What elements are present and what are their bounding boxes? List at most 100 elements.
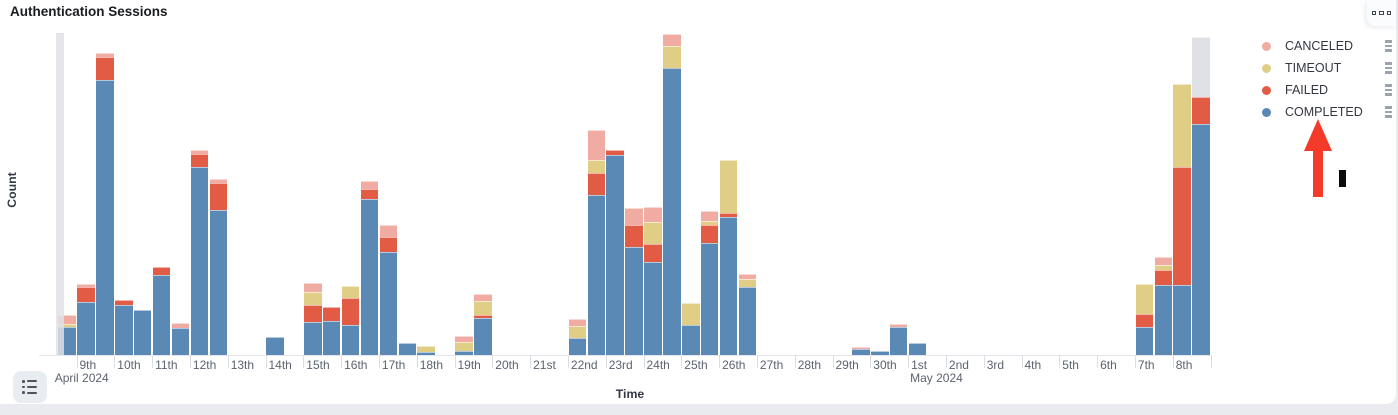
bar-segment-completed[interactable] bbox=[341, 325, 360, 355]
bar-segment-timeout[interactable] bbox=[682, 303, 700, 325]
bar-segment-canceled[interactable] bbox=[889, 324, 908, 327]
bar-segment-canceled[interactable] bbox=[304, 283, 322, 292]
bar-segment-completed[interactable] bbox=[171, 328, 190, 355]
bar-segment-completed[interactable] bbox=[417, 352, 435, 355]
bar-segment-failed[interactable] bbox=[77, 287, 95, 302]
bar-segment-failed[interactable] bbox=[700, 225, 719, 243]
drag-handle-icon[interactable] bbox=[1385, 106, 1393, 118]
bar-segment-canceled[interactable] bbox=[700, 211, 719, 221]
bar-segment-completed[interactable] bbox=[625, 247, 643, 355]
bar-segment-completed[interactable] bbox=[1135, 327, 1154, 355]
bar-segment-timeout[interactable] bbox=[341, 286, 360, 298]
bar-segment-canceled[interactable] bbox=[568, 319, 587, 326]
bar-segment-canceled[interactable] bbox=[379, 225, 398, 237]
bar-segment-canceled[interactable] bbox=[171, 323, 190, 328]
bar-segment-completed[interactable] bbox=[266, 337, 284, 355]
drag-handle-icon[interactable] bbox=[1385, 62, 1393, 74]
legend-item-timeout[interactable]: TIMEOUT bbox=[1255, 57, 1395, 79]
drag-handle-icon[interactable] bbox=[1385, 84, 1393, 96]
bar-segment-failed[interactable] bbox=[1135, 314, 1154, 327]
bar-segment-completed[interactable] bbox=[587, 195, 605, 355]
legend-toggle-button[interactable] bbox=[13, 371, 47, 403]
bar-segment-timeout[interactable] bbox=[58, 324, 76, 327]
bar-segment-timeout[interactable] bbox=[1135, 284, 1154, 314]
bar-segment-canceled[interactable] bbox=[474, 294, 492, 301]
bar-segment-completed[interactable] bbox=[606, 155, 624, 355]
bar-segment-canceled[interactable] bbox=[644, 207, 662, 222]
bar-segment-timeout[interactable] bbox=[417, 346, 435, 352]
bar-segment-failed[interactable] bbox=[322, 307, 341, 321]
bar-segment-completed[interactable] bbox=[474, 318, 492, 355]
bar-segment-failed[interactable] bbox=[1154, 270, 1172, 285]
bar-segment-completed[interactable] bbox=[871, 351, 889, 355]
bar-segment-failed[interactable] bbox=[587, 173, 605, 195]
bar-segment-timeout[interactable] bbox=[304, 292, 322, 305]
bar-segment-completed[interactable] bbox=[663, 68, 681, 355]
bar-segment-failed[interactable] bbox=[341, 298, 360, 325]
bar-segment-failed[interactable] bbox=[96, 57, 114, 80]
bar-segment-canceled[interactable] bbox=[190, 150, 209, 154]
legend-item-canceled[interactable]: CANCELED bbox=[1255, 35, 1395, 57]
bar-segment-canceled[interactable] bbox=[1154, 257, 1172, 265]
bar-segment-canceled[interactable] bbox=[58, 315, 76, 324]
bar-segment-timeout[interactable] bbox=[1154, 265, 1172, 270]
bar-segment-completed[interactable] bbox=[115, 305, 133, 355]
bar-segment-completed[interactable] bbox=[908, 343, 927, 355]
bar-segment-canceled[interactable] bbox=[738, 274, 757, 279]
bar-segment-completed[interactable] bbox=[152, 275, 171, 355]
bar-segment-completed[interactable] bbox=[322, 321, 341, 355]
bar-segment-canceled[interactable] bbox=[587, 130, 605, 160]
bar-segment-completed[interactable] bbox=[190, 167, 209, 355]
bar-segment-canceled[interactable] bbox=[96, 53, 114, 57]
bar-segment-completed[interactable] bbox=[568, 338, 587, 355]
bar-segment-completed[interactable] bbox=[77, 302, 95, 355]
bar-segment-failed[interactable] bbox=[190, 154, 209, 167]
bar-segment-partial[interactable] bbox=[1192, 37, 1210, 97]
bar-segment-completed[interactable] bbox=[209, 210, 227, 355]
bar-segment-timeout[interactable] bbox=[568, 326, 587, 338]
chart-plot-area[interactable]: 9th 10th 11th 12th 13th 14th 15th 16th 17th 18th 1… bbox=[0, 0, 1242, 404]
bar-segment-failed[interactable] bbox=[644, 244, 662, 262]
bar-segment-failed[interactable] bbox=[474, 315, 492, 318]
bar-segment-completed[interactable] bbox=[1154, 285, 1172, 355]
bar-segment-failed[interactable] bbox=[625, 225, 643, 247]
bar-segment-canceled[interactable] bbox=[77, 284, 95, 287]
bar-segment-canceled[interactable] bbox=[625, 208, 643, 225]
bar-segment-failed[interactable] bbox=[304, 305, 322, 322]
bar-segment-failed[interactable] bbox=[1173, 167, 1191, 285]
bar-segment-failed[interactable] bbox=[379, 237, 398, 252]
bar-segment-failed[interactable] bbox=[360, 189, 379, 199]
bar-segment-timeout[interactable] bbox=[455, 342, 473, 351]
bar-segment-completed[interactable] bbox=[133, 310, 152, 355]
bar-segment-completed[interactable] bbox=[96, 80, 114, 355]
bar-segment-completed[interactable] bbox=[644, 262, 662, 355]
bar-segment-completed[interactable] bbox=[304, 322, 322, 355]
bar-segment-canceled[interactable] bbox=[852, 347, 870, 349]
bar-segment-timeout[interactable] bbox=[474, 301, 492, 315]
bar-segment-canceled[interactable] bbox=[455, 336, 473, 342]
bar-segment-canceled[interactable] bbox=[360, 181, 379, 189]
bar-segment-completed[interactable] bbox=[360, 199, 379, 355]
legend-item-completed[interactable]: COMPLETED bbox=[1255, 101, 1395, 123]
bar-segment-timeout[interactable] bbox=[719, 160, 738, 213]
bar-segment-canceled[interactable] bbox=[209, 179, 227, 183]
bar-segment-completed[interactable] bbox=[682, 325, 700, 355]
bar-segment-completed[interactable] bbox=[719, 217, 738, 355]
bar-segment-completed[interactable] bbox=[889, 327, 908, 355]
bar-segment-completed[interactable] bbox=[455, 351, 473, 355]
bar-segment-timeout[interactable] bbox=[1173, 84, 1191, 167]
bar-segment-canceled[interactable] bbox=[663, 34, 681, 46]
bar-segment-failed[interactable] bbox=[719, 213, 738, 217]
bar-segment-completed[interactable] bbox=[1173, 285, 1191, 355]
bar-segment-completed[interactable] bbox=[398, 343, 416, 355]
bar-segment-failed[interactable] bbox=[209, 183, 227, 210]
drag-handle-icon[interactable] bbox=[1385, 40, 1393, 52]
bar-segment-completed[interactable] bbox=[738, 287, 757, 355]
bar-segment-completed[interactable] bbox=[1192, 124, 1210, 355]
bar-segment-timeout[interactable] bbox=[663, 46, 681, 68]
bar-segment-failed[interactable] bbox=[606, 150, 624, 155]
bar-segment-timeout[interactable] bbox=[644, 222, 662, 244]
bar-segment-failed[interactable] bbox=[152, 267, 171, 275]
bar-segment-completed[interactable] bbox=[852, 349, 870, 355]
bar-segment-timeout[interactable] bbox=[587, 160, 605, 173]
